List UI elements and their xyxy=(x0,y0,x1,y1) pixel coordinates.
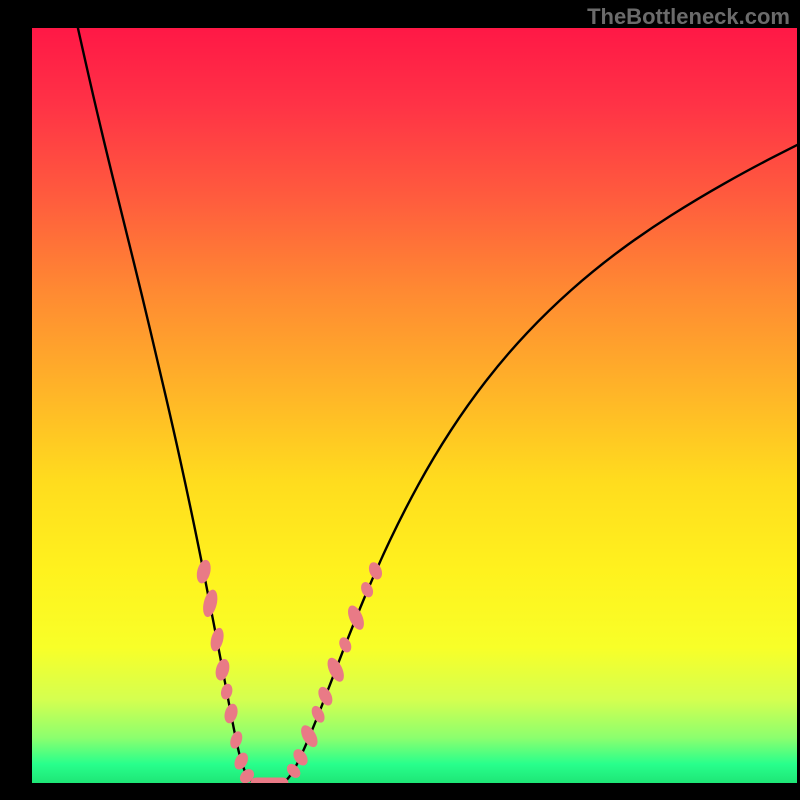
gradient-background xyxy=(32,28,797,783)
plot-svg xyxy=(32,28,797,783)
plot-area xyxy=(32,28,797,783)
watermark-text: TheBottleneck.com xyxy=(587,4,790,30)
figure-root: TheBottleneck.com xyxy=(0,0,800,800)
